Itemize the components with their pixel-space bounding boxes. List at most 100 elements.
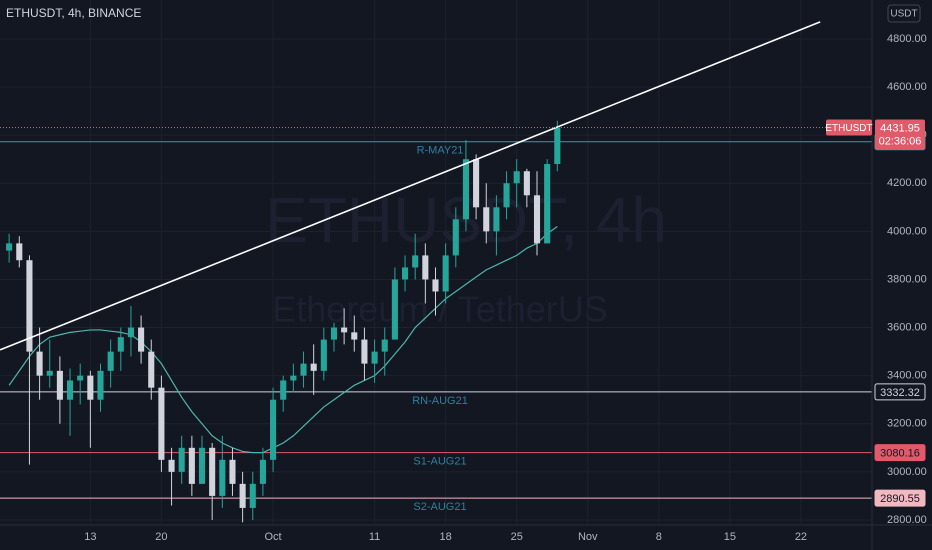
candle-body bbox=[239, 483, 246, 508]
y-tick-label: 4000.00 bbox=[887, 225, 927, 237]
x-tick-label: 20 bbox=[155, 531, 167, 543]
candle-body bbox=[341, 327, 348, 333]
candle-body bbox=[300, 363, 307, 376]
trendline bbox=[0, 21, 821, 351]
candle-body bbox=[46, 370, 53, 376]
y-tick-label: 3000.00 bbox=[887, 466, 927, 478]
candle-body bbox=[320, 339, 327, 371]
currency-button[interactable] bbox=[887, 4, 921, 23]
candle-body bbox=[138, 327, 145, 352]
symbol-title: ETHUSDT, 4h, BINANCE bbox=[6, 6, 141, 20]
candle-body bbox=[503, 183, 510, 208]
candle-body bbox=[493, 207, 500, 232]
candle-body bbox=[178, 447, 185, 472]
x-tick-label: 8 bbox=[656, 531, 662, 543]
y-tick-label: 2800.00 bbox=[887, 514, 927, 526]
symbol-label: ETHUSDT bbox=[825, 123, 872, 134]
level-price-box bbox=[874, 383, 926, 401]
last-price-label: 4431.95 bbox=[880, 122, 920, 134]
candle-body bbox=[330, 327, 338, 340]
x-tick-label: 15 bbox=[724, 531, 736, 543]
candle-body bbox=[290, 375, 297, 381]
candle-body bbox=[127, 327, 134, 338]
x-tick-label: 13 bbox=[84, 531, 96, 543]
currency-label[interactable]: USDT bbox=[890, 9, 917, 20]
candle-body bbox=[361, 339, 368, 364]
candle-body bbox=[280, 380, 287, 400]
candle-body bbox=[198, 447, 206, 484]
candle-body bbox=[66, 380, 74, 400]
candle-body bbox=[351, 332, 358, 340]
candle-body bbox=[188, 447, 195, 484]
candle-body bbox=[544, 164, 551, 244]
candle-body bbox=[401, 267, 409, 280]
candle-body bbox=[310, 363, 317, 371]
countdown-label: 02:36:06 bbox=[879, 135, 922, 147]
level-name: S1-AUG21 bbox=[413, 455, 466, 467]
level-price-label: 3332.32 bbox=[880, 387, 920, 399]
candle-body bbox=[97, 370, 104, 400]
x-tick-label: Nov bbox=[578, 531, 598, 543]
level-name: R-MAY21 bbox=[417, 145, 464, 157]
level-price-box bbox=[874, 489, 926, 507]
y-tick-label: 4600.00 bbox=[887, 81, 927, 93]
symbol-box bbox=[826, 119, 872, 136]
level-price-label: 3080.16 bbox=[880, 447, 920, 459]
candle-body bbox=[259, 459, 266, 484]
candle-body bbox=[483, 207, 490, 232]
candle-body bbox=[36, 351, 43, 376]
candle-body bbox=[422, 255, 429, 280]
candle-body bbox=[6, 243, 13, 251]
candle-body bbox=[209, 447, 216, 496]
candle-body bbox=[148, 351, 155, 388]
x-tick-label: 11 bbox=[369, 531, 380, 543]
plot: R-MAY21 RN-AUG21 S1-AUG21 S2-AUG21 bbox=[0, 21, 872, 523]
y-tick-label: 3600.00 bbox=[887, 321, 927, 333]
candle-body bbox=[432, 279, 439, 292]
x-tick-label: 25 bbox=[511, 531, 523, 543]
x-tick-label: Oct bbox=[265, 531, 282, 543]
candle-body bbox=[523, 171, 530, 196]
y-tick-label: 4200.00 bbox=[887, 177, 927, 189]
watermark-subtitle: Ethereum / TetherUS bbox=[272, 289, 608, 330]
y-tick-label: 3200.00 bbox=[887, 418, 927, 430]
candle-body bbox=[158, 387, 165, 460]
candle-body bbox=[229, 459, 236, 484]
y-tick-label: 3400.00 bbox=[887, 370, 927, 382]
candle-body bbox=[56, 370, 63, 400]
candle-body bbox=[442, 255, 449, 292]
moving-average bbox=[8, 226, 558, 454]
candle-body bbox=[513, 171, 520, 184]
candle-body bbox=[412, 255, 419, 268]
x-tick-label: 18 bbox=[440, 531, 452, 543]
candle-body bbox=[381, 339, 388, 352]
candle-body bbox=[533, 195, 541, 244]
level-price-box bbox=[874, 444, 926, 462]
level-name: RN-AUG21 bbox=[412, 395, 468, 407]
candle-body bbox=[219, 459, 226, 496]
y-tick-label: 3800.00 bbox=[887, 273, 927, 285]
candle-body bbox=[371, 351, 378, 364]
candle-body bbox=[554, 127, 561, 165]
level-price-label: 2890.55 bbox=[880, 493, 920, 505]
y-tick-label: 4800.00 bbox=[887, 33, 927, 45]
candle-body bbox=[16, 243, 23, 261]
x-tick-label: 22 bbox=[795, 531, 807, 543]
candle-body bbox=[77, 375, 84, 381]
candle-body bbox=[452, 219, 459, 256]
axes: 2800.00 3000.00 3200.00 3400.00 3600.00 3800.… bbox=[84, 33, 927, 543]
level-name: S2-AUG21 bbox=[413, 501, 466, 513]
candle-body bbox=[270, 399, 277, 460]
candle-body bbox=[117, 337, 124, 352]
candle-body bbox=[87, 375, 94, 400]
candle-body bbox=[107, 351, 114, 371]
candle-body bbox=[168, 459, 175, 472]
candle-body bbox=[473, 159, 480, 208]
candle-body bbox=[249, 483, 256, 508]
last-price-box bbox=[875, 119, 925, 150]
candle-body bbox=[26, 260, 33, 352]
candle-body bbox=[391, 279, 398, 340]
candle-body bbox=[462, 159, 469, 220]
